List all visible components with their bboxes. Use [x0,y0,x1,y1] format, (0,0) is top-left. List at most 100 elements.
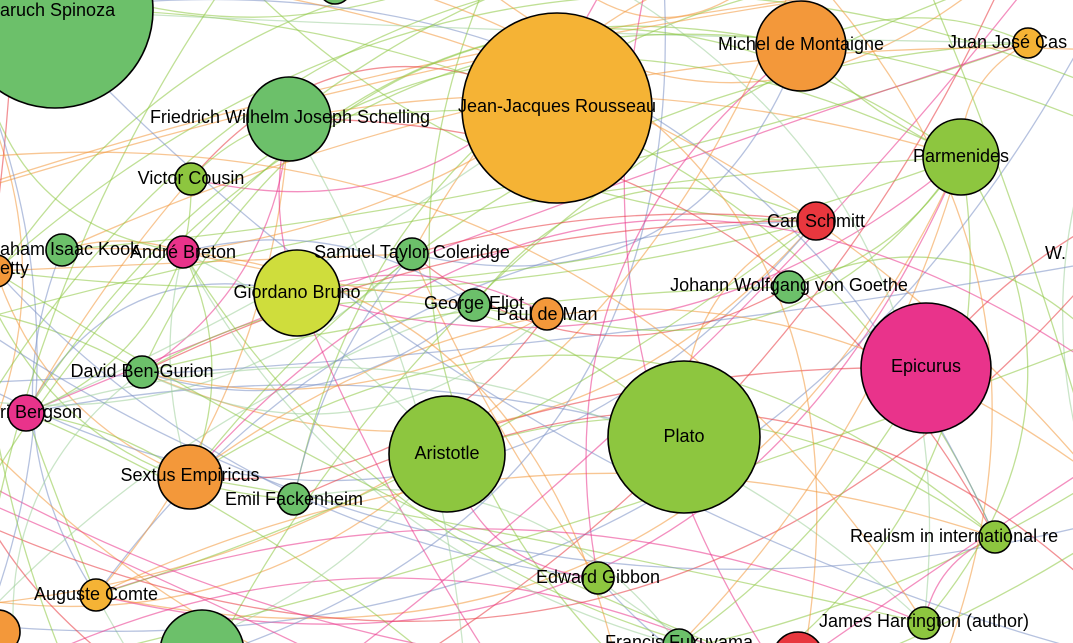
node [662,628,696,643]
node [160,609,244,643]
edge [597,577,704,643]
node [776,631,820,643]
edge [141,313,548,391]
edge [680,156,962,643]
edge [25,412,97,596]
edge [0,151,925,624]
node [174,162,208,196]
edge [633,0,931,624]
edge [0,339,1073,570]
edge [25,384,685,438]
edge [293,489,679,643]
edge [117,0,386,18]
node [395,237,429,271]
edge [293,253,413,500]
node-label: etty [0,258,29,278]
node-label: aham Isaac Kook [0,239,140,259]
node-label: Friedrich Wilhelm Joseph Schelling [150,107,430,127]
node [530,297,564,331]
node-label: Sextus Empiricus [120,465,259,485]
edge [0,457,251,643]
node-label: Parmenides [913,146,1009,166]
node-label: George Eliot [424,293,524,313]
node-label: Giordano Bruno [233,282,360,302]
node-label: André Breton [130,242,236,262]
node [0,0,154,109]
edge [296,156,962,329]
node [755,0,847,92]
node [457,288,491,322]
node-label: Plato [663,426,704,446]
edge [182,239,475,306]
edge [792,156,971,643]
node [79,578,113,612]
node-label: Samuel Taylor Coleridge [314,242,510,262]
edge [0,253,413,406]
edge [0,139,24,411]
edge [141,300,685,438]
edge [141,304,475,392]
edge [446,410,1073,571]
edge [25,178,192,414]
edge [244,0,666,643]
node [922,118,1000,196]
edge [0,0,1073,269]
edge [898,552,1073,643]
nodes [0,0,1044,643]
edge [189,354,996,538]
node [860,302,992,434]
edge [0,274,713,643]
edge [0,447,58,643]
node [125,355,159,389]
node [246,76,332,162]
edge [0,0,799,181]
node [157,444,223,510]
edge [932,0,1073,394]
node [907,606,941,640]
node-label: Francis Fukuyama [605,632,754,643]
edge [25,42,1029,414]
edge [288,0,486,120]
node-label: Paul de Man [496,304,597,324]
edge [0,121,184,253]
edge [546,156,962,332]
node-label: ri Bergson [0,402,82,422]
node-label: Johann Wolfgang von Goethe [670,275,908,295]
node-label: Carl Schmitt [767,211,865,231]
node [0,254,13,288]
edge [411,213,817,255]
edge [0,314,143,373]
edge [0,0,483,385]
edge [923,156,1029,624]
node-label: Victor Cousin [138,168,245,188]
node [772,270,806,304]
edge [0,304,475,602]
edge [0,0,215,499]
edge [0,490,417,643]
node-label: W. [1045,243,1066,263]
edge [832,0,993,643]
node [388,395,506,513]
node [461,12,653,204]
edge [0,126,38,587]
edge [0,316,295,500]
node-label: Epicurus [891,356,961,376]
edge [411,45,802,267]
edge [288,118,464,643]
edge [1064,0,1073,643]
node-label: Jean-Jacques Rousseau [458,96,656,116]
edge [141,220,817,373]
edge [411,253,790,337]
node [7,394,45,432]
node-label: Aristotle [414,443,479,463]
edge [182,251,675,643]
edge [95,118,290,596]
node-label: Juan José Cas [948,32,1067,52]
node-label: Realism in international re [850,526,1058,546]
edge [0,0,348,273]
edge [95,472,996,596]
node-label: aruch Spinoza [0,0,116,20]
